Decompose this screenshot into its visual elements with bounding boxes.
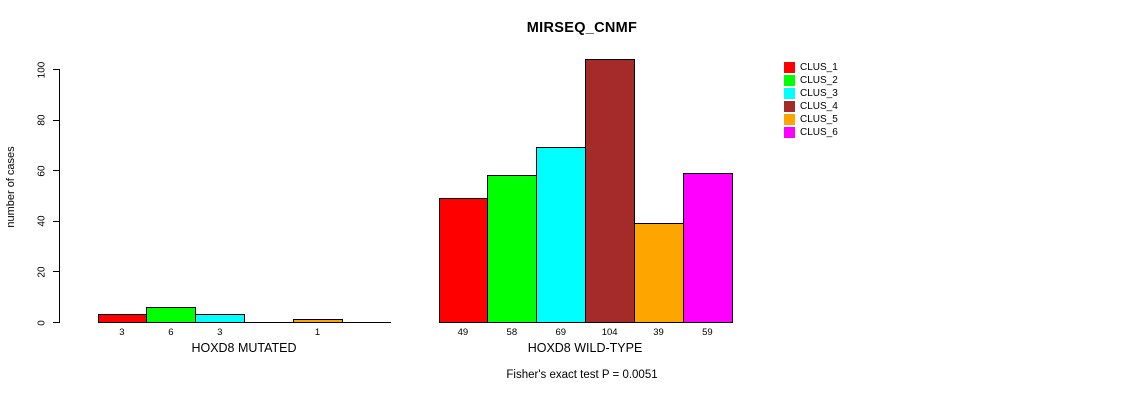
bar-clus_2 [487,175,538,323]
legend-swatch-icon [784,127,795,138]
bar-value-label: 104 [601,327,618,338]
legend-label: CLUS_2 [800,75,838,86]
y-axis-tick-label: 40 [36,215,48,227]
legend-label: CLUS_3 [800,88,838,99]
legend-label: CLUS_1 [800,62,838,73]
bar-clus_3 [195,314,246,323]
bar-clus_5 [634,223,684,323]
bar-clus_1 [438,198,489,323]
bar-clus_3 [536,147,587,323]
bar-value-label: 58 [506,327,518,338]
bar-value-label: 39 [653,327,664,338]
bar-value-label: 59 [702,327,713,338]
y-axis-tick [53,119,59,121]
fisher-test-annotation: Fisher's exact test P = 0.0051 [506,369,658,381]
legend-label: CLUS_6 [800,127,838,138]
legend-swatch-icon [784,75,795,86]
y-axis-tick-label: 20 [36,266,48,278]
y-axis-tick [53,220,59,222]
legend-swatch-icon [784,101,795,112]
legend-item-clus_4: CLUS_4 [784,100,838,113]
legend-swatch-icon [784,62,795,73]
y-axis-tick-label: 0 [36,319,48,326]
legend-item-clus_2: CLUS_2 [784,74,838,87]
bar-clus_4 [585,58,636,323]
y-axis-line [59,69,60,323]
y-axis-tick-label: 100 [36,61,48,78]
y-axis-label: number of cases [5,146,17,228]
y-axis-tick [53,322,59,323]
bar-value-label: 3 [119,327,125,338]
legend-item-clus_3: CLUS_3 [784,87,838,100]
legend-swatch-icon [784,88,795,99]
legend: CLUS_1 CLUS_2 CLUS_3 CLUS_4 CLUS_5 CLUS_6 [784,61,838,139]
y-axis-tick-label: 60 [36,165,48,177]
y-axis-tick [53,69,59,70]
legend-label: CLUS_5 [800,114,838,125]
y-axis-tick [53,271,59,273]
bar-value-label: 1 [314,327,321,338]
bar-clus_5 [293,319,343,323]
bar-value-label: 3 [217,327,223,338]
y-axis-tick-label: 80 [36,114,48,126]
y-axis-tick [53,170,59,172]
legend-item-clus_1: CLUS_1 [784,61,838,74]
chart-title: MIRSEQ_CNMF [526,20,638,36]
bar-value-label: 69 [555,327,567,338]
legend-label: CLUS_4 [800,101,838,112]
bar-clus_2 [146,306,197,323]
legend-item-clus_6: CLUS_6 [784,126,838,139]
group-label-wildtype: HOXD8 WILD-TYPE [527,341,643,355]
bar-value-label: 6 [168,327,174,338]
group-label-mutated: HOXD8 MUTATED [191,341,297,355]
bar-clus_1 [97,314,148,323]
bar-value-label: 49 [457,327,469,338]
legend-swatch-icon [784,114,795,125]
bar-clus_6 [683,172,733,323]
legend-item-clus_5: CLUS_5 [784,113,838,126]
